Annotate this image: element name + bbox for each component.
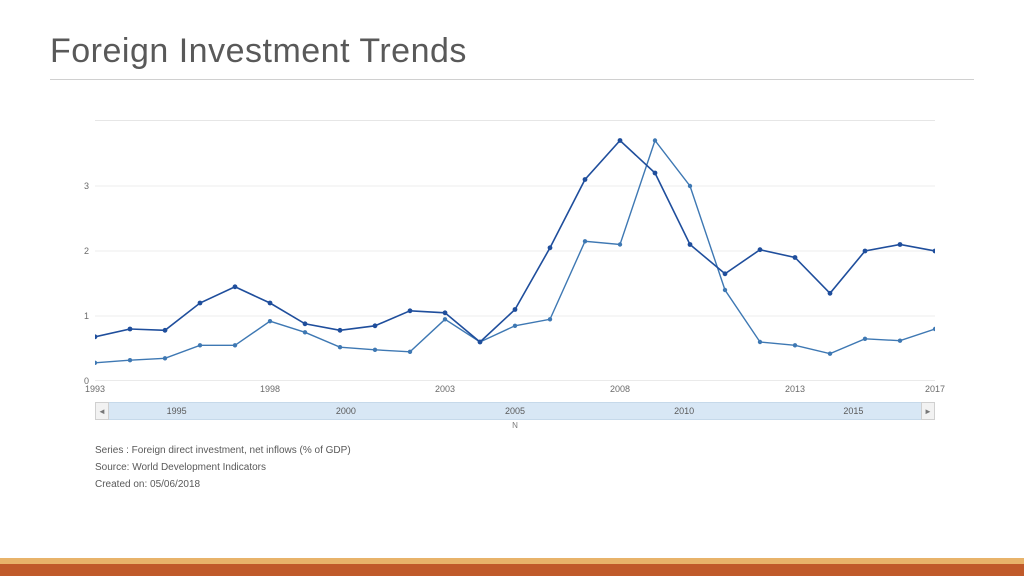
- meta-created: Created on: 05/06/2018: [95, 476, 945, 493]
- scroll-year-label: 1995: [167, 406, 187, 416]
- slide-footer: [0, 558, 1024, 576]
- scroll-center-label: N: [512, 421, 518, 430]
- scroll-right-button[interactable]: ►: [921, 402, 935, 420]
- meta-series: Series : Foreign direct investment, net …: [95, 442, 945, 459]
- chart-metadata: Series : Foreign direct investment, net …: [95, 442, 945, 493]
- meta-source: Source: World Development Indicators: [95, 459, 945, 476]
- x-tick-label: 2003: [435, 384, 455, 394]
- title-divider: [50, 79, 974, 80]
- chart-svg: [95, 121, 935, 381]
- x-tick-label: 2013: [785, 384, 805, 394]
- scroll-year-label: 2000: [336, 406, 356, 416]
- y-tick-label: 3: [84, 181, 89, 191]
- x-tick-label: 1993: [85, 384, 105, 394]
- y-tick-label: 2: [84, 246, 89, 256]
- scroll-left-button[interactable]: ◄: [95, 402, 109, 420]
- x-tick-label: 2017: [925, 384, 945, 394]
- scroll-year-label: 2010: [674, 406, 694, 416]
- scroll-year-label: 2015: [843, 406, 863, 416]
- y-tick-label: 1: [84, 311, 89, 321]
- x-tick-label: 1998: [260, 384, 280, 394]
- line-chart: 0123199319982003200820132017: [95, 120, 935, 380]
- x-tick-label: 2008: [610, 384, 630, 394]
- scroll-range[interactable]: N 19952000200520102015: [109, 402, 921, 420]
- time-scrollbar[interactable]: ◄ N 19952000200520102015 ►: [95, 402, 935, 420]
- page-title: Foreign Investment Trends: [50, 32, 974, 71]
- chart-container: 0123199319982003200820132017 ◄ N 1995 200…: [95, 120, 945, 493]
- scroll-year-label: 2005: [505, 406, 525, 416]
